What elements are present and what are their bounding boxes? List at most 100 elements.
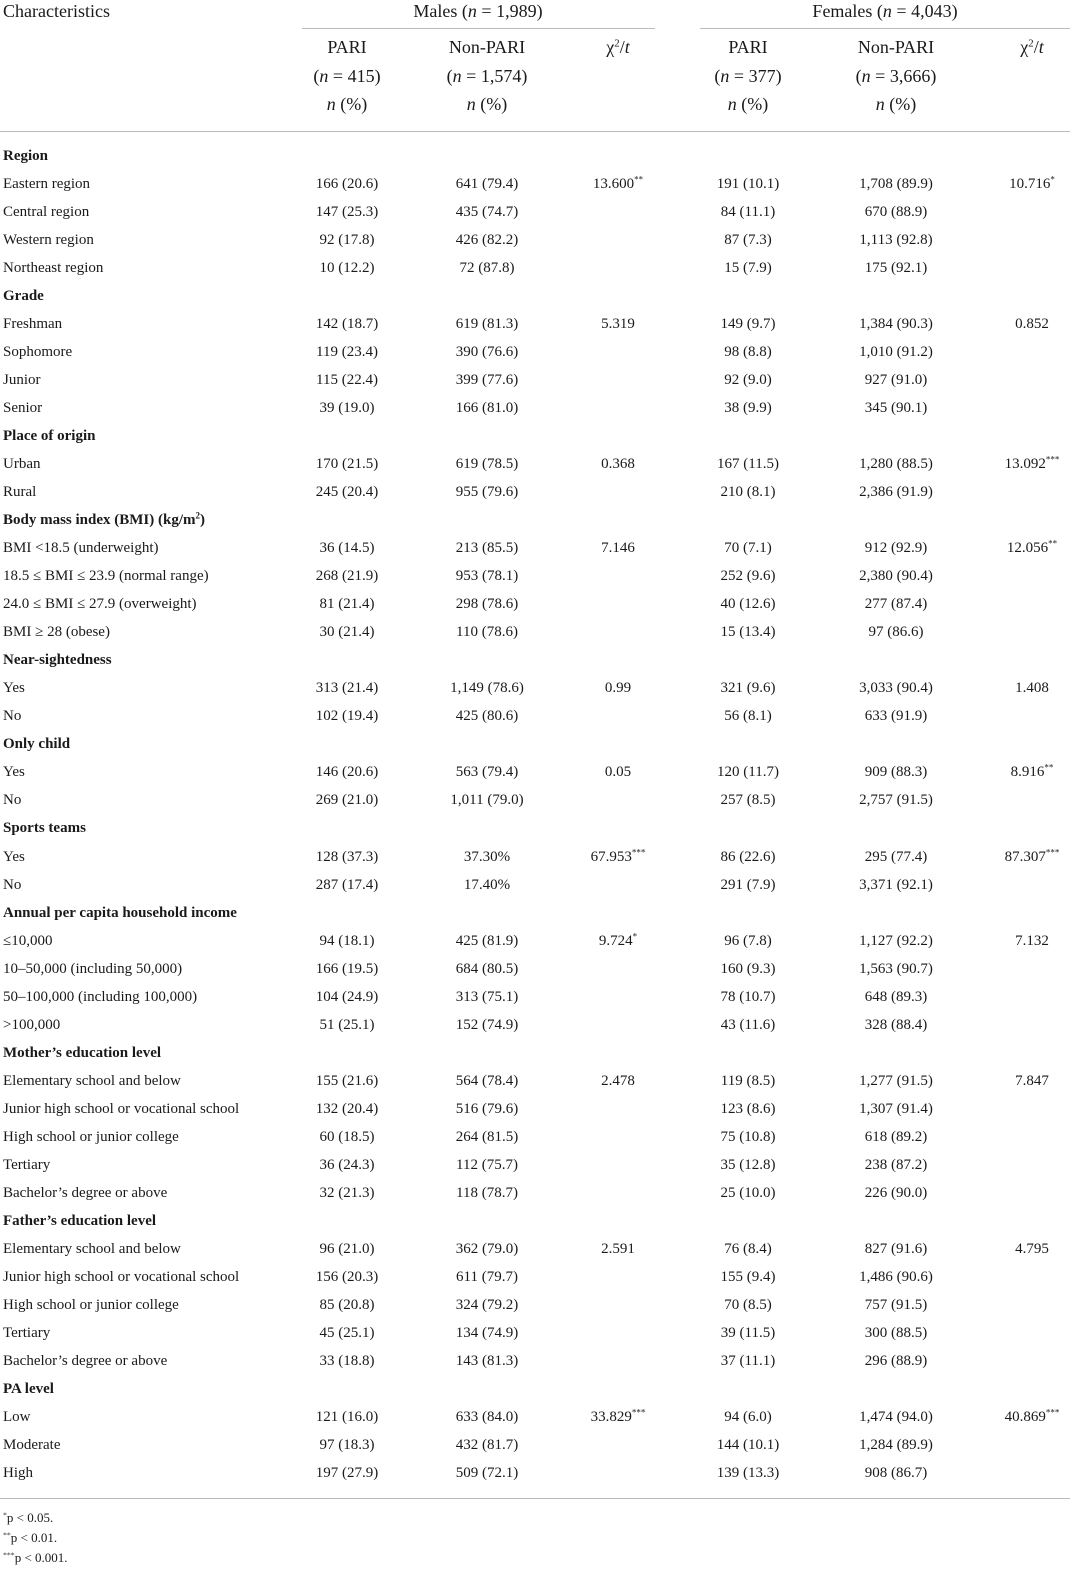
cell: 81 (21.4) (319, 596, 375, 613)
section-title: Annual per capita household income (3, 904, 237, 921)
cell: 17.40% (463, 876, 511, 893)
row-label: No (3, 876, 22, 893)
row-label: No (3, 792, 22, 809)
group-header: Females (n = 4,043) (812, 1, 958, 21)
row-label: >100,000 (3, 1016, 61, 1033)
cell: 25 (10.0) (720, 1184, 776, 1201)
section-title: Region (3, 148, 48, 164)
cell: 1,010 (91.2) (859, 344, 933, 361)
section-title: Sports teams (3, 820, 86, 837)
bottom-rule (0, 1498, 1070, 1499)
cell: 30 (21.4) (319, 624, 375, 641)
cell: 953 (78.1) (455, 568, 519, 585)
group-rule (700, 28, 1070, 29)
cell: 1,474 (94.0) (859, 1408, 933, 1425)
cell: 611 (79.7) (456, 1268, 518, 1285)
footnote: *p < 0.05. (3, 1509, 53, 1527)
cell: 5.319 (601, 315, 635, 333)
cell: 115 (22.4) (316, 372, 378, 389)
statistic: 7.847 (1015, 1072, 1049, 1089)
cell: 295 (77.4) (864, 848, 928, 865)
cell: 147 (25.3) (315, 204, 379, 221)
subcolumn-header: (n = 3,666) (855, 66, 937, 86)
statistic: 40.869 (1004, 1408, 1046, 1425)
cell: 45 (25.1) (319, 1324, 375, 1341)
statistic: 0.99 (604, 680, 632, 697)
cell: 226 (90.0) (864, 1184, 928, 1201)
row-label: Low (3, 1408, 31, 1425)
row-label: Moderate (3, 1436, 61, 1453)
statistic: 0.368 (601, 456, 635, 473)
cell: 121 (16.0) (315, 1408, 379, 1425)
cell: 118 (78.7) (456, 1184, 518, 1201)
significance: ** (634, 174, 644, 185)
statistic: 7.132 (1015, 932, 1049, 949)
cell: 15 (7.9) (724, 260, 772, 277)
statistic: 5.319 (601, 316, 635, 333)
header-rule (0, 131, 1070, 132)
significance: *** (631, 847, 646, 858)
row-label: Junior high school or vocational school (3, 1100, 240, 1117)
cell: 33.829*** (591, 1408, 646, 1426)
section-title: PA level (3, 1380, 54, 1397)
row-label: Junior (3, 372, 41, 389)
cell: 166 (19.5) (315, 960, 379, 977)
cell: 112 (75.7) (456, 1156, 518, 1173)
cell: 0.99 (605, 679, 631, 697)
stat-header: χ2/t (606, 36, 629, 58)
cell: 155 (9.4) (720, 1268, 776, 1285)
subcolumn-header: Non-PARI (448, 37, 526, 57)
cell: 97 (18.3) (319, 1436, 375, 1453)
cell: 955 (79.6) (455, 484, 519, 501)
cell: 119 (8.5) (720, 1072, 776, 1089)
cell: 86 (22.6) (720, 848, 776, 865)
cell: 84 (11.1) (720, 204, 776, 221)
cell: 51 (25.1) (319, 1016, 375, 1033)
row-label: Sophomore (3, 344, 73, 361)
cell: 128 (37.3) (315, 848, 379, 865)
cell: 264 (81.5) (455, 1128, 519, 1145)
row-label: Bachelor’s degree or above (3, 1184, 168, 1201)
cell: 1,280 (88.5) (859, 456, 933, 473)
cell: 104 (24.9) (315, 988, 379, 1005)
cell: 909 (88.3) (864, 764, 928, 781)
cell: 300 (88.5) (864, 1324, 928, 1341)
subcolumn-header: (n = 1,574) (446, 66, 528, 86)
cell: 435 (74.7) (455, 204, 519, 221)
row-label: 10–50,000 (including 50,000) (3, 960, 183, 977)
subcolumn-header: PARI (327, 37, 367, 57)
cell: 757 (91.5) (864, 1296, 928, 1313)
stat-header-part: 2 (1028, 37, 1034, 50)
statistic: 87.307 (1004, 848, 1046, 865)
cell: 60 (18.5) (319, 1128, 375, 1145)
cell: 1,307 (91.4) (859, 1100, 933, 1117)
corner-header: Characteristics (3, 1, 110, 21)
section-title: Near-sightedness (3, 652, 112, 669)
cell: 160 (9.3) (720, 960, 776, 977)
cell: 40.869*** (1005, 1408, 1060, 1426)
cell: 426 (82.2) (455, 232, 519, 249)
row-label: High school or junior college (3, 1296, 179, 1313)
stat-header-part: /t (1033, 37, 1044, 57)
subcolumn-header: PARI (728, 37, 768, 57)
cell: 1,127 (92.2) (859, 932, 933, 949)
row-label: Senior (3, 400, 43, 417)
section-title: Mother’s education level (3, 1044, 162, 1061)
statistic: 9.724 (598, 932, 633, 949)
cell: 1,277 (91.5) (859, 1072, 933, 1089)
significance: *** (631, 1407, 646, 1418)
cell: 1,384 (90.3) (859, 316, 933, 333)
cell: 152 (74.9) (455, 1016, 519, 1033)
row-label: 50–100,000 (including 100,000) (3, 988, 198, 1005)
cell: 927 (91.0) (864, 372, 928, 389)
footnote-text: p < 0.001. (14, 1550, 68, 1565)
significance: *** (1045, 847, 1060, 858)
cell: 619 (81.3) (455, 316, 519, 333)
row-label: Tertiary (3, 1324, 51, 1341)
cell: 390 (76.6) (455, 344, 519, 361)
cell: 139 (13.3) (716, 1464, 780, 1481)
cell: 291 (7.9) (720, 876, 776, 893)
cell: 1.408 (1015, 679, 1049, 697)
cell: 102 (19.4) (315, 708, 379, 725)
